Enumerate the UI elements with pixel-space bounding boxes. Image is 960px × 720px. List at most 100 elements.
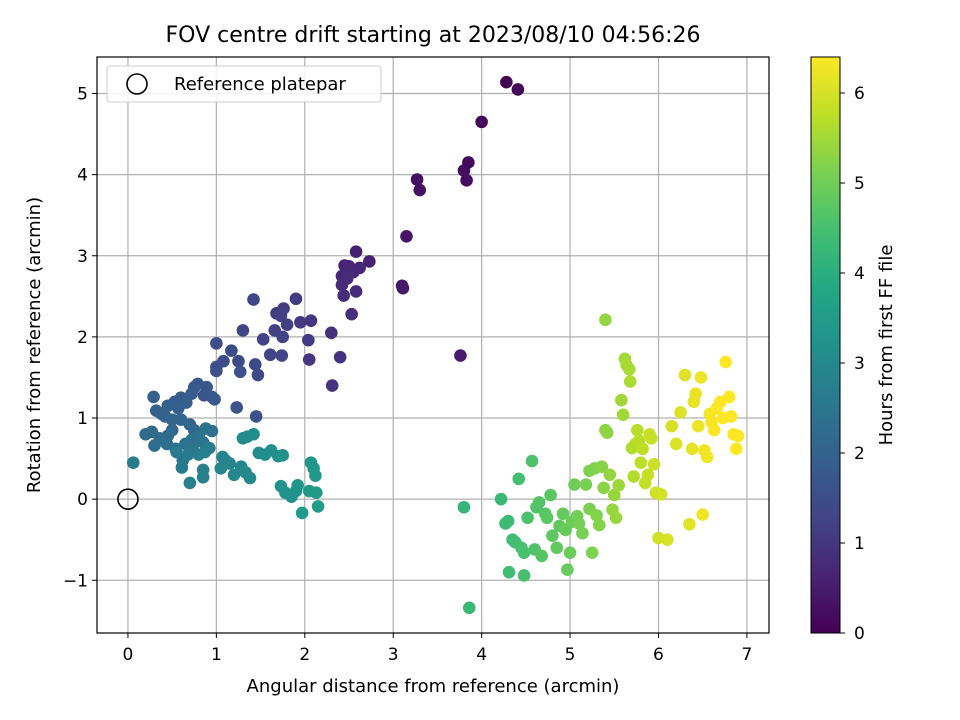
data-point: [521, 511, 534, 525]
data-point: [627, 470, 641, 483]
data-point: [645, 431, 658, 445]
colorbar-tick-label: 1: [854, 534, 865, 554]
data-point: [729, 442, 743, 456]
data-point: [597, 481, 610, 495]
data-point: [546, 529, 559, 542]
data-point: [227, 468, 241, 482]
data-point: [694, 371, 708, 384]
data-point: [583, 464, 596, 478]
data-point: [256, 333, 270, 346]
legend: Reference platepar: [106, 65, 382, 103]
data-point: [349, 245, 363, 259]
data-point: [622, 363, 636, 376]
data-point: [532, 496, 546, 509]
data-point: [623, 375, 637, 388]
data-point: [576, 526, 589, 540]
data-point: [249, 410, 263, 423]
data-point: [335, 278, 349, 292]
data-point: [609, 511, 623, 525]
data-point: [647, 457, 661, 471]
grid: [97, 57, 769, 633]
data-point: [325, 379, 339, 392]
data-point: [295, 506, 309, 520]
data-point: [457, 164, 471, 177]
data-point: [630, 423, 644, 437]
data-point: [556, 507, 570, 521]
reference-platepar-marker: [117, 488, 139, 510]
data-point: [700, 450, 714, 464]
data-point: [525, 454, 539, 468]
data-point: [276, 330, 289, 344]
data-point: [685, 442, 699, 456]
data-point: [500, 75, 513, 89]
colorbar-tick-label: 3: [854, 354, 865, 374]
data-point: [208, 393, 221, 406]
x-ticks: 0 1 2 3 4 5 6 7: [123, 633, 752, 665]
data-point: [147, 390, 160, 404]
data-point: [410, 173, 424, 186]
data-point: [400, 229, 413, 243]
y-tick-label: 3: [77, 247, 88, 267]
data-point: [247, 293, 260, 306]
data-point: [232, 354, 245, 368]
data-point: [236, 324, 250, 337]
data-point: [512, 472, 526, 486]
legend-marker: [126, 73, 148, 95]
data-point: [707, 423, 721, 437]
data-point: [722, 390, 736, 404]
data-point: [607, 488, 621, 502]
colorbar: 0 1 2 3 4 5 6 Hours from first FF file: [810, 56, 897, 644]
data-point: [294, 315, 307, 329]
data-point: [225, 344, 238, 357]
data-point: [291, 479, 305, 492]
data-point: [572, 517, 586, 530]
data-point: [205, 424, 219, 438]
data-point: [634, 456, 648, 469]
y-tick-label: 0: [77, 490, 88, 510]
data-point: [665, 419, 679, 433]
data-point: [724, 410, 738, 423]
colorbar-ticks: 0 1 2 3 4 5 6: [840, 84, 865, 644]
data-point: [139, 427, 152, 441]
data-point: [309, 486, 323, 499]
x-tick-label: 7: [741, 645, 752, 665]
data-point: [309, 469, 322, 482]
data-point: [192, 448, 205, 461]
data-point: [333, 350, 347, 364]
data-point: [550, 541, 564, 555]
data-point: [311, 500, 325, 513]
data-point: [719, 355, 732, 369]
y-ticks: −1 0 1 2 3 4 5: [63, 85, 97, 591]
data-point: [170, 445, 183, 459]
data-point: [494, 492, 508, 506]
colorbar-label: Hours from first FF file: [876, 245, 897, 446]
data-point: [636, 442, 649, 456]
y-tick-label: 4: [77, 166, 88, 186]
data-point: [590, 509, 603, 522]
data-point: [276, 449, 289, 462]
data-point: [337, 289, 350, 302]
data-point: [302, 353, 316, 366]
colorbar-tick-label: 5: [854, 174, 865, 194]
y-axis-label: Rotation from reference (arcmin): [24, 197, 45, 493]
data-point: [126, 456, 140, 469]
plot-frame: [96, 56, 770, 634]
data-point: [210, 364, 223, 378]
data-point: [641, 468, 655, 482]
y-tick-label: −1: [63, 571, 88, 591]
data-point: [248, 358, 262, 371]
data-point: [540, 511, 554, 525]
chart-title: FOV centre drift starting at 2023/08/10 …: [166, 23, 701, 48]
data-point: [396, 281, 410, 295]
data-point: [654, 487, 668, 501]
data-point: [275, 349, 289, 362]
data-point: [563, 546, 577, 559]
data-point: [696, 508, 709, 521]
data-point: [462, 601, 476, 615]
data-point: [325, 326, 338, 340]
data-point: [457, 500, 471, 514]
data-point: [561, 563, 574, 577]
data-point: [585, 546, 599, 559]
data-point: [678, 368, 692, 382]
colorbar-tick-label: 4: [854, 264, 865, 284]
